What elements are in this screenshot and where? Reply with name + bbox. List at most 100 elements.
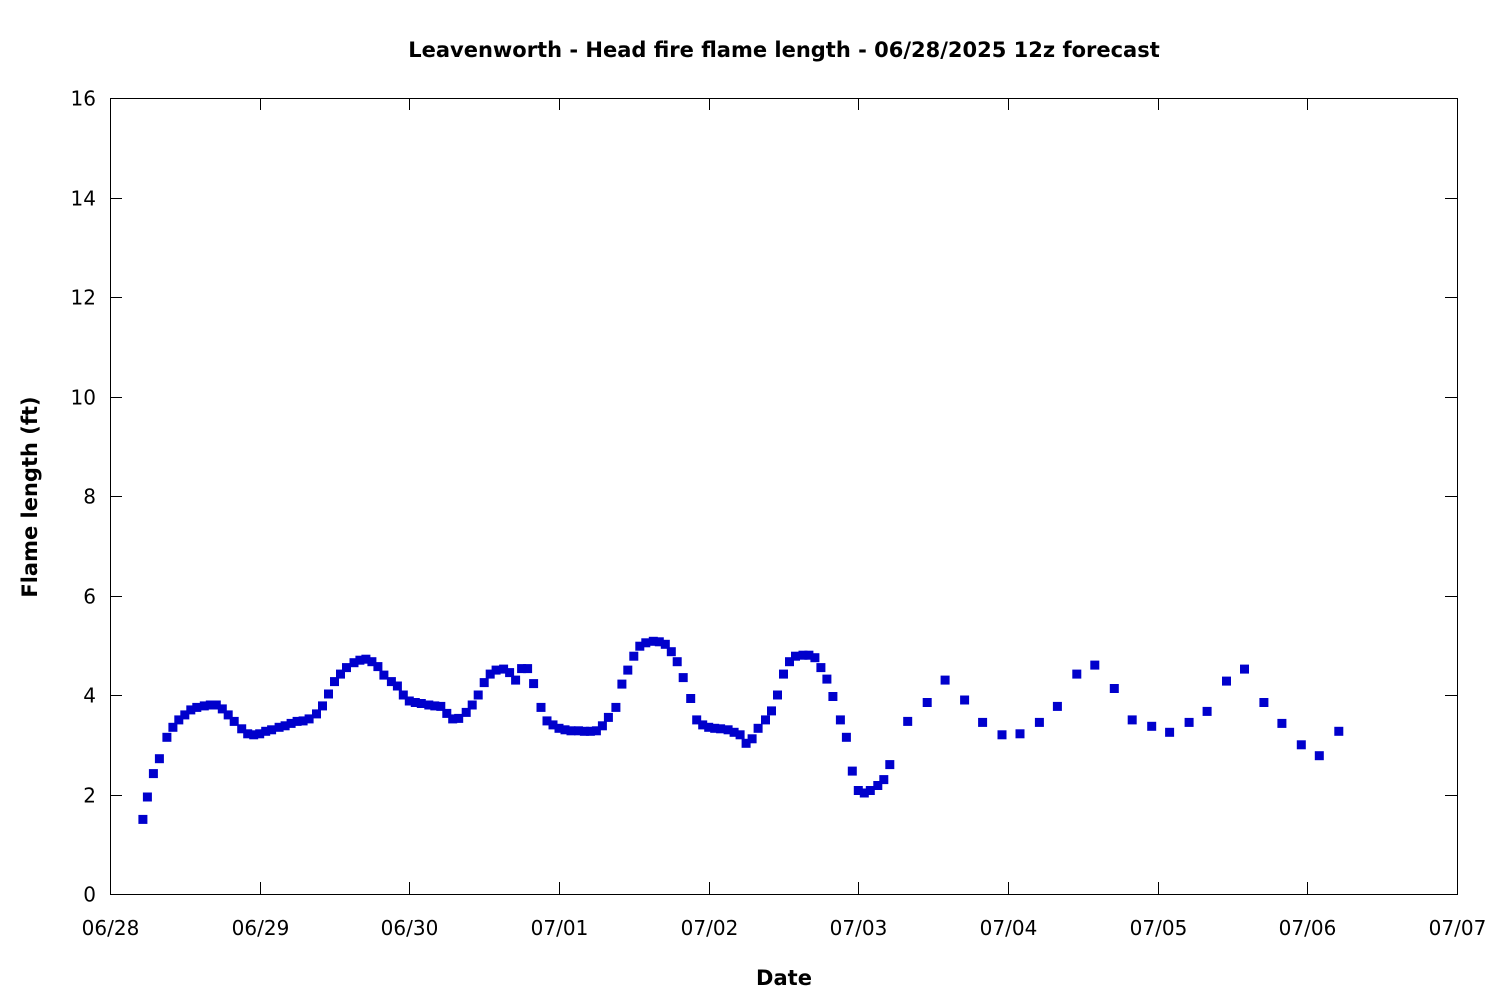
- data-point: [286, 718, 296, 728]
- data-point: [729, 727, 739, 737]
- data-point: [249, 730, 259, 740]
- data-point: [859, 788, 869, 798]
- data-point: [205, 700, 215, 710]
- data-point: [410, 698, 420, 707]
- data-point: [1034, 717, 1044, 727]
- x-tick-label: 07/07: [1429, 916, 1487, 940]
- data-point: [761, 715, 770, 725]
- data-point: [267, 725, 277, 735]
- data-point: [174, 715, 184, 725]
- data-point: [835, 715, 845, 725]
- data-point: [654, 637, 664, 647]
- data-point: [841, 732, 851, 742]
- data-point: [704, 722, 714, 732]
- data-point: [229, 716, 239, 726]
- data-point: [716, 724, 726, 734]
- data-point: [448, 714, 458, 724]
- data-point: [810, 653, 820, 663]
- data-point: [1202, 706, 1212, 716]
- data-point: [505, 668, 515, 678]
- data-point: [536, 702, 546, 712]
- data-point: [318, 701, 327, 711]
- data-point: [298, 716, 308, 726]
- x-axis-label: Date: [756, 966, 812, 990]
- x-tick-label: 07/04: [980, 916, 1038, 940]
- data-point: [398, 690, 408, 700]
- data-point: [873, 781, 883, 790]
- y-tick-label: 2: [83, 784, 96, 808]
- data-point: [735, 730, 745, 740]
- data-point: [574, 726, 583, 736]
- data-point: [430, 701, 440, 711]
- data-point: [591, 726, 601, 736]
- data-point: [361, 654, 371, 664]
- data-point: [753, 723, 763, 733]
- data-point: [485, 669, 495, 679]
- data-point: [148, 769, 158, 779]
- plot-frame: [110, 98, 1458, 895]
- data-point: [767, 706, 776, 716]
- data-point: [154, 754, 164, 764]
- data-point: [940, 675, 950, 685]
- data-point: [186, 705, 196, 715]
- data-point: [847, 766, 857, 776]
- data-point: [885, 760, 895, 770]
- data-point: [798, 650, 808, 660]
- data-point: [879, 775, 889, 785]
- data-point: [274, 722, 284, 732]
- data-point: [312, 709, 321, 719]
- data-point: [304, 714, 314, 724]
- data-point: [1109, 684, 1119, 693]
- data-point: [392, 681, 402, 691]
- data-point: [162, 732, 172, 742]
- data-point: [355, 655, 365, 665]
- y-tick-label: 14: [71, 187, 96, 211]
- x-tick-label: 06/30: [381, 916, 439, 940]
- data-point: [597, 721, 607, 731]
- data-point: [779, 669, 788, 679]
- data-point: [499, 664, 509, 674]
- data-point: [1334, 726, 1344, 736]
- data-point: [211, 700, 221, 710]
- data-point: [336, 669, 345, 679]
- data-point: [511, 675, 521, 685]
- data-point: [785, 657, 794, 667]
- data-point: [292, 716, 302, 726]
- data-point: [199, 701, 209, 711]
- data-point: [142, 792, 152, 802]
- x-tick-label: 07/01: [531, 916, 589, 940]
- data-point: [367, 657, 377, 667]
- data-point: [660, 639, 670, 649]
- data-point: [816, 663, 826, 673]
- data-point: [723, 725, 733, 735]
- data-point: [804, 650, 814, 660]
- data-point: [623, 665, 633, 675]
- data-point: [542, 716, 552, 726]
- data-point: [747, 734, 757, 744]
- y-tick-label: 10: [71, 386, 96, 410]
- data-point: [349, 658, 359, 668]
- data-point: [922, 698, 932, 707]
- y-tick-label: 16: [71, 87, 96, 111]
- y-tick-label: 6: [83, 585, 96, 609]
- data-point: [1147, 721, 1157, 731]
- x-tick-label: 07/05: [1130, 916, 1188, 940]
- data-point: [978, 717, 988, 727]
- data-point: [678, 673, 688, 683]
- data-point: [603, 712, 613, 722]
- data-point: [223, 710, 233, 720]
- data-point: [454, 713, 464, 723]
- data-point: [180, 710, 190, 720]
- data-point: [648, 636, 658, 646]
- x-tick-label: 06/29: [232, 916, 290, 940]
- data-point: [1314, 751, 1324, 761]
- data-point: [416, 699, 426, 708]
- data-point: [997, 730, 1007, 740]
- data-point: [635, 641, 645, 651]
- data-point: [1165, 727, 1175, 737]
- data-point: [373, 662, 383, 672]
- data-point: [491, 665, 501, 675]
- data-point: [560, 725, 570, 735]
- data-point: [1015, 729, 1025, 739]
- data-point: [479, 678, 489, 688]
